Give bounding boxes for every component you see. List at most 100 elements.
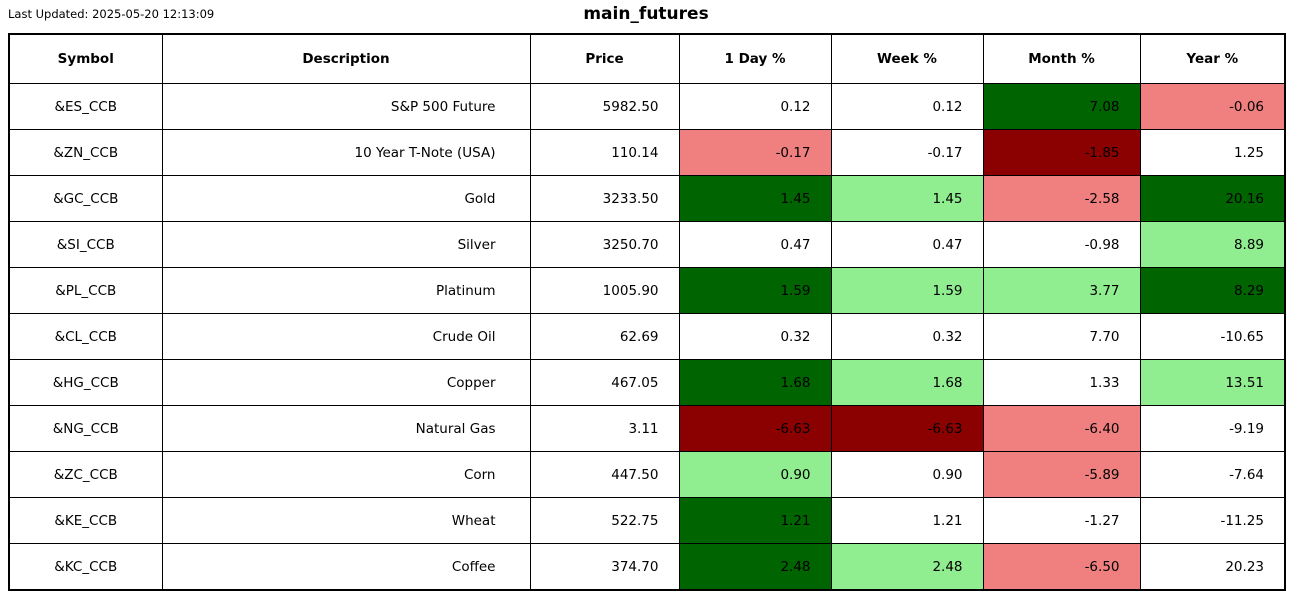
symbol-cell: &ZN_CCB: [8, 129, 163, 176]
description-cell: Silver: [161, 221, 531, 268]
month-pct-cell: -0.98: [982, 221, 1141, 268]
day-pct-cell: 1.68: [678, 359, 832, 406]
day-pct-cell: 2.48: [678, 543, 832, 591]
week-pct-cell: 0.12: [830, 83, 984, 130]
symbol-cell: &NG_CCB: [8, 405, 163, 452]
week-pct-cell: 1.21: [830, 497, 984, 544]
description-cell: Coffee: [161, 543, 531, 591]
day-pct-cell: 1.45: [678, 175, 832, 222]
month-pct-cell: 1.33: [982, 359, 1141, 406]
column-header-symbol: Symbol: [8, 33, 163, 84]
day-pct-cell: 1.21: [678, 497, 832, 544]
description-cell: Crude Oil: [161, 313, 531, 360]
week-pct-cell: 0.47: [830, 221, 984, 268]
table-row: &NG_CCB Natural Gas 3.11 -6.63 -6.63 -6.40 -9.…: [8, 405, 1286, 452]
week-pct-cell: -0.17: [830, 129, 984, 176]
symbol-cell: &KC_CCB: [8, 543, 163, 591]
month-pct-cell: -1.27: [982, 497, 1141, 544]
week-pct-cell: 0.90: [830, 451, 984, 498]
year-pct-cell: -10.65: [1139, 313, 1286, 360]
month-pct-cell: 7.70: [982, 313, 1141, 360]
price-cell: 5982.50: [529, 83, 680, 130]
week-pct-cell: 0.32: [830, 313, 984, 360]
description-cell: Wheat: [161, 497, 531, 544]
week-pct-cell: 1.68: [830, 359, 984, 406]
price-cell: 447.50: [529, 451, 680, 498]
year-pct-cell: -9.19: [1139, 405, 1286, 452]
year-pct-cell: 20.23: [1139, 543, 1286, 591]
year-pct-cell: 8.89: [1139, 221, 1286, 268]
table-header-row: Symbol Description Price 1 Day % Week % …: [8, 33, 1286, 84]
table-row: &CL_CCB Crude Oil 62.69 0.32 0.32 7.70 -10.65: [8, 313, 1286, 360]
day-pct-cell: -6.63: [678, 405, 832, 452]
description-cell: Platinum: [161, 267, 531, 314]
column-header-day-pct: 1 Day %: [678, 33, 832, 84]
table-row: &KE_CCB Wheat 522.75 1.21 1.21 -1.27 -11.25: [8, 497, 1286, 544]
year-pct-cell: 8.29: [1139, 267, 1286, 314]
table-row: &KC_CCB Coffee 374.70 2.48 2.48 -6.50 20.23: [8, 543, 1286, 591]
column-header-week-pct: Week %: [830, 33, 984, 84]
month-pct-cell: -1.85: [982, 129, 1141, 176]
table-row: &SI_CCB Silver 3250.70 0.47 0.47 -0.98 8.89: [8, 221, 1286, 268]
month-pct-cell: -6.40: [982, 405, 1141, 452]
price-cell: 62.69: [529, 313, 680, 360]
month-pct-cell: -2.58: [982, 175, 1141, 222]
symbol-cell: &GC_CCB: [8, 175, 163, 222]
price-cell: 3233.50: [529, 175, 680, 222]
description-cell: Natural Gas: [161, 405, 531, 452]
price-cell: 3250.70: [529, 221, 680, 268]
symbol-cell: &PL_CCB: [8, 267, 163, 314]
year-pct-cell: -7.64: [1139, 451, 1286, 498]
futures-table: Symbol Description Price 1 Day % Week % …: [8, 33, 1286, 591]
symbol-cell: &ZC_CCB: [8, 451, 163, 498]
column-header-month-pct: Month %: [982, 33, 1141, 84]
price-cell: 1005.90: [529, 267, 680, 314]
week-pct-cell: -6.63: [830, 405, 984, 452]
symbol-cell: &KE_CCB: [8, 497, 163, 544]
day-pct-cell: -0.17: [678, 129, 832, 176]
page-title: main_futures: [583, 4, 709, 24]
year-pct-cell: 1.25: [1139, 129, 1286, 176]
column-header-price: Price: [529, 33, 680, 84]
week-pct-cell: 1.45: [830, 175, 984, 222]
price-cell: 3.11: [529, 405, 680, 452]
last-updated-label: Last Updated: 2025-05-20 12:13:09: [8, 7, 215, 21]
table-row: &PL_CCB Platinum 1005.90 1.59 1.59 3.77 8.29: [8, 267, 1286, 314]
day-pct-cell: 1.59: [678, 267, 832, 314]
symbol-cell: &CL_CCB: [8, 313, 163, 360]
month-pct-cell: 3.77: [982, 267, 1141, 314]
column-header-description: Description: [161, 33, 531, 84]
column-header-year-pct: Year %: [1139, 33, 1286, 84]
symbol-cell: &HG_CCB: [8, 359, 163, 406]
year-pct-cell: 20.16: [1139, 175, 1286, 222]
price-cell: 522.75: [529, 497, 680, 544]
day-pct-cell: 0.47: [678, 221, 832, 268]
description-cell: S&P 500 Future: [161, 83, 531, 130]
symbol-cell: &SI_CCB: [8, 221, 163, 268]
month-pct-cell: 7.08: [982, 83, 1141, 130]
day-pct-cell: 0.12: [678, 83, 832, 130]
year-pct-cell: -11.25: [1139, 497, 1286, 544]
day-pct-cell: 0.32: [678, 313, 832, 360]
day-pct-cell: 0.90: [678, 451, 832, 498]
year-pct-cell: -0.06: [1139, 83, 1286, 130]
price-cell: 467.05: [529, 359, 680, 406]
futures-table-body: &ES_CCB S&P 500 Future 5982.50 0.12 0.12 7.08…: [8, 83, 1286, 591]
table-row: &ZN_CCB 10 Year T-Note (USA) 110.14 -0.17 -0…: [8, 129, 1286, 176]
description-cell: Corn: [161, 451, 531, 498]
table-row: &GC_CCB Gold 3233.50 1.45 1.45 -2.58 20.16: [8, 175, 1286, 222]
month-pct-cell: -5.89: [982, 451, 1141, 498]
week-pct-cell: 2.48: [830, 543, 984, 591]
table-row: &HG_CCB Copper 467.05 1.68 1.68 1.33 13.51: [8, 359, 1286, 406]
year-pct-cell: 13.51: [1139, 359, 1286, 406]
table-row: &ZC_CCB Corn 447.50 0.90 0.90 -5.89 -7.64: [8, 451, 1286, 498]
symbol-cell: &ES_CCB: [8, 83, 163, 130]
description-cell: Gold: [161, 175, 531, 222]
month-pct-cell: -6.50: [982, 543, 1141, 591]
description-cell: 10 Year T-Note (USA): [161, 129, 531, 176]
table-row: &ES_CCB S&P 500 Future 5982.50 0.12 0.12 7.08…: [8, 83, 1286, 130]
price-cell: 110.14: [529, 129, 680, 176]
price-cell: 374.70: [529, 543, 680, 591]
description-cell: Copper: [161, 359, 531, 406]
